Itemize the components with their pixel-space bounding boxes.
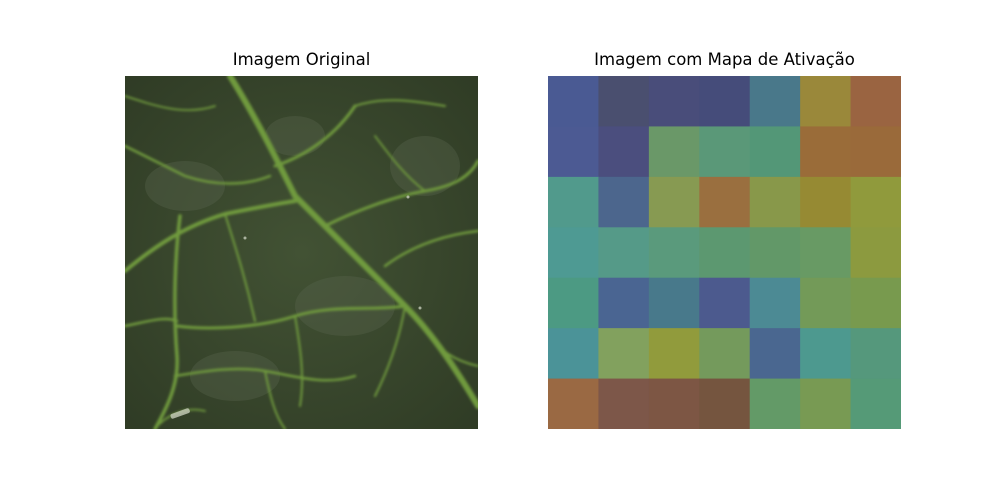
heatmap-cell-r5-c5 [800, 328, 852, 380]
heatmap-cell-r4-c4 [749, 277, 801, 329]
heatmap-cell-r4-c1 [598, 277, 650, 329]
heatmap-cell-r6-c0 [548, 378, 600, 429]
heatmap-cell-r3-c6 [850, 227, 901, 279]
heatmap-cell-r6-c6 [850, 378, 901, 429]
heatmap-cell-r3-c3 [699, 227, 751, 279]
heatmap-cell-r3-c1 [598, 227, 650, 279]
activation-map-title: Imagem com Mapa de Ativação [594, 50, 855, 69]
heatmap-cell-r2-c4 [749, 176, 801, 228]
heatmap-cell-r2-c1 [598, 176, 650, 228]
heatmap-cell-r3-c2 [648, 227, 700, 279]
heatmap-cell-r0-c1 [598, 76, 650, 128]
activation-heatmap [548, 76, 901, 429]
heatmap-cell-r6-c5 [800, 378, 852, 429]
original-leaf-image [125, 76, 478, 429]
heatmap-cell-r2-c0 [548, 176, 600, 228]
heatmap-cell-r4-c6 [850, 277, 901, 329]
heatmap-cell-r1-c5 [800, 126, 852, 178]
heatmap-cell-r5-c3 [699, 328, 751, 380]
heatmap-cell-r3-c5 [800, 227, 852, 279]
heatmap-cell-r1-c6 [850, 126, 901, 178]
heatmap-cell-r4-c2 [648, 277, 700, 329]
heatmap-cell-r5-c2 [648, 328, 700, 380]
heatmap-cell-r5-c4 [749, 328, 801, 380]
heatmap-cell-r5-c1 [598, 328, 650, 380]
original-image-title: Imagem Original [232, 50, 371, 69]
heatmap-cell-r6-c3 [699, 378, 751, 429]
heatmap-cell-r3-c0 [548, 227, 600, 279]
heatmap-cell-r0-c4 [749, 76, 801, 128]
heatmap-cell-r4-c5 [800, 277, 852, 329]
heatmap-cell-r1-c1 [598, 126, 650, 178]
heatmap-cell-r5-c0 [548, 328, 600, 380]
heatmap-cell-r1-c4 [749, 126, 801, 178]
heatmap-cell-r1-c2 [648, 126, 700, 178]
heatmap-cell-r5-c6 [850, 328, 901, 380]
heatmap-cell-r4-c3 [699, 277, 751, 329]
heatmap-cell-r0-c3 [699, 76, 751, 128]
heatmap-cell-r0-c2 [648, 76, 700, 128]
heatmap-cell-r3-c4 [749, 227, 801, 279]
heatmap-cell-r1-c3 [699, 126, 751, 178]
heatmap-cell-r2-c6 [850, 176, 901, 228]
heatmap-cell-r6-c1 [598, 378, 650, 429]
heatmap-cell-r4-c0 [548, 277, 600, 329]
heatmap-cell-r0-c5 [800, 76, 852, 128]
heatmap-cell-r6-c2 [648, 378, 700, 429]
heatmap-cell-r1-c0 [548, 126, 600, 178]
heatmap-cell-r0-c6 [850, 76, 901, 128]
heatmap-cell-r6-c4 [749, 378, 801, 429]
heatmap-cell-r2-c3 [699, 176, 751, 228]
heatmap-cell-r0-c0 [548, 76, 600, 128]
heatmap-cell-r2-c2 [648, 176, 700, 228]
heatmap-cell-r2-c5 [800, 176, 852, 228]
